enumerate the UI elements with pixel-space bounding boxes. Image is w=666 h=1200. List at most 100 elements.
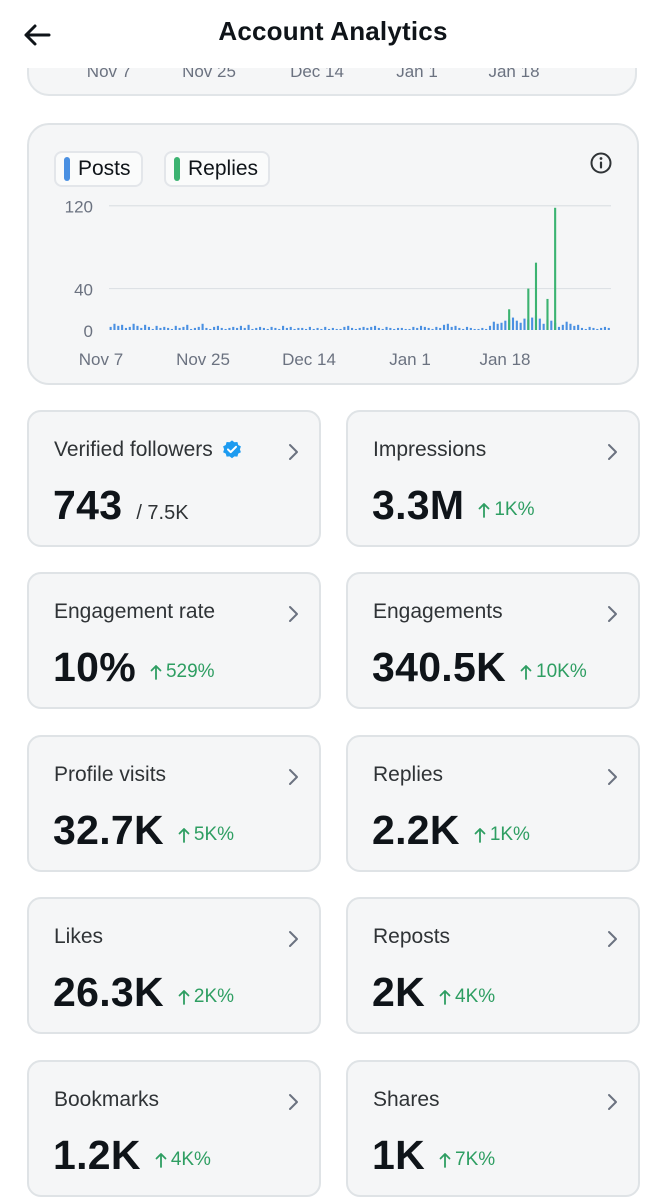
bar-posts (167, 327, 170, 330)
bar-replies (508, 309, 511, 330)
bar-posts (538, 318, 541, 330)
bar-posts (600, 327, 603, 330)
bar-posts (251, 328, 254, 330)
chevron-right-icon (608, 444, 617, 460)
bar-posts (343, 326, 346, 330)
stat-change-value: 1K% (489, 824, 530, 845)
bar-posts (573, 325, 576, 330)
bar-posts (412, 326, 415, 330)
x-tick-label: Nov 7 (79, 350, 123, 369)
activity-chart-card: Posts Replies 0 40 120 Nov 7 Nov 25 Dec 14 Jan… (27, 123, 639, 385)
bar-posts (316, 327, 319, 330)
bar-posts (308, 326, 311, 330)
bar-posts (584, 328, 587, 330)
bar-posts (151, 328, 154, 330)
arrow-up-icon (150, 665, 162, 680)
bar-posts (396, 327, 400, 330)
stat-card-shares[interactable]: Shares 1K 7K% (346, 1060, 640, 1197)
bar-posts (565, 321, 568, 330)
chevron-right-icon (608, 769, 617, 785)
bar-posts (458, 327, 461, 330)
bar-posts (297, 327, 300, 330)
posts-swatch (64, 157, 70, 181)
bar-posts (465, 326, 469, 330)
stat-value-row: 10% 529% (53, 644, 215, 691)
stat-value-row: 1K 7K% (372, 1132, 495, 1179)
bar-posts (205, 327, 208, 330)
stat-value: 1.2K (53, 1132, 141, 1178)
bar-posts (550, 320, 553, 330)
bar-posts (109, 326, 112, 330)
bar-posts (381, 328, 384, 330)
bar-posts (596, 328, 599, 330)
bar-posts (416, 327, 419, 330)
bar-posts (155, 325, 158, 330)
stat-card-bookmarks[interactable]: Bookmarks 1.2K 4K% (27, 1060, 321, 1197)
bar-posts (462, 328, 465, 330)
bar-posts (511, 317, 515, 330)
bar-posts (262, 327, 265, 330)
stat-card-impressions[interactable]: Impressions 3.3M 1K% (346, 410, 640, 547)
chevron-right-icon (289, 444, 298, 460)
back-button[interactable] (20, 18, 54, 52)
stat-change-value: 4K% (170, 1149, 211, 1170)
info-icon[interactable] (589, 151, 613, 175)
stat-label: Reposts (373, 925, 451, 948)
bar-posts (569, 323, 572, 330)
bar-posts (232, 326, 235, 330)
bar-replies (554, 207, 557, 330)
stat-change-value: 2K% (193, 986, 235, 1007)
bar-posts (170, 328, 173, 330)
stat-change-value: 5K% (193, 824, 235, 845)
bar-posts (531, 317, 534, 330)
stat-change: 1K% (478, 499, 535, 521)
bar-posts (312, 328, 315, 330)
bar-posts (446, 323, 449, 330)
bar-posts (485, 328, 488, 330)
x-tick-label: Jan 1 (389, 350, 431, 369)
bar-replies (546, 298, 549, 330)
arrow-up-icon (178, 828, 190, 843)
stat-card-verified-followers[interactable]: Verified followers 743 / 7.5K (27, 410, 321, 547)
stat-card-likes[interactable]: Likes 26.3K 2K% (27, 897, 321, 1034)
replies-swatch (174, 157, 180, 181)
stat-value-row: 1.2K 4K% (53, 1132, 211, 1179)
stat-card-replies[interactable]: Replies 2.2K 1K% (346, 735, 640, 872)
bar-posts (393, 328, 396, 330)
bar-posts (293, 328, 296, 330)
bar-posts (435, 326, 438, 330)
stat-change-value: 4K% (455, 986, 496, 1007)
stat-card-profile-visits[interactable]: Profile visits 32.7K 5K% (27, 735, 321, 872)
stat-label: Shares (373, 1088, 440, 1111)
stat-change: 2K% (178, 986, 234, 1008)
bar-posts (370, 326, 373, 330)
bar-posts (324, 326, 327, 330)
legend-replies[interactable]: Replies (164, 151, 271, 187)
verified-badge-icon (222, 440, 241, 459)
stat-value: 2.2K (372, 807, 460, 853)
stat-label: Replies (373, 763, 444, 786)
stat-value: 26.3K (53, 969, 164, 1015)
bar-posts (592, 327, 595, 330)
y-tick-label: 40 (74, 281, 93, 300)
arrow-up-icon (520, 665, 532, 680)
page-title: Account Analytics (218, 16, 448, 46)
y-tick-label: 0 (84, 322, 93, 341)
bar-posts (335, 328, 338, 330)
stat-card-engagements[interactable]: Engagements 340.5K 10K% (346, 572, 640, 709)
x-tick-label: Nov 25 (176, 350, 230, 369)
bar-posts (174, 325, 177, 330)
bar-posts (285, 327, 288, 330)
bar-posts (266, 328, 269, 330)
bar-posts (442, 324, 446, 330)
stat-card-engagement-rate[interactable]: Engagement rate 10% 529% (27, 572, 321, 709)
legend-posts[interactable]: Posts (54, 151, 143, 187)
bar-posts (515, 320, 518, 330)
bar-posts (305, 328, 308, 330)
stat-value-row: 2K 4K% (372, 969, 495, 1016)
activity-chart: 0 40 120 Nov 7 Nov 25 Dec 14 Jan 1 Jan 18 (65, 198, 611, 369)
bar-posts (561, 324, 564, 330)
bar-posts (270, 326, 273, 330)
stat-card-reposts[interactable]: Reposts 2K 4K% (346, 897, 640, 1034)
bar-posts (431, 328, 434, 330)
